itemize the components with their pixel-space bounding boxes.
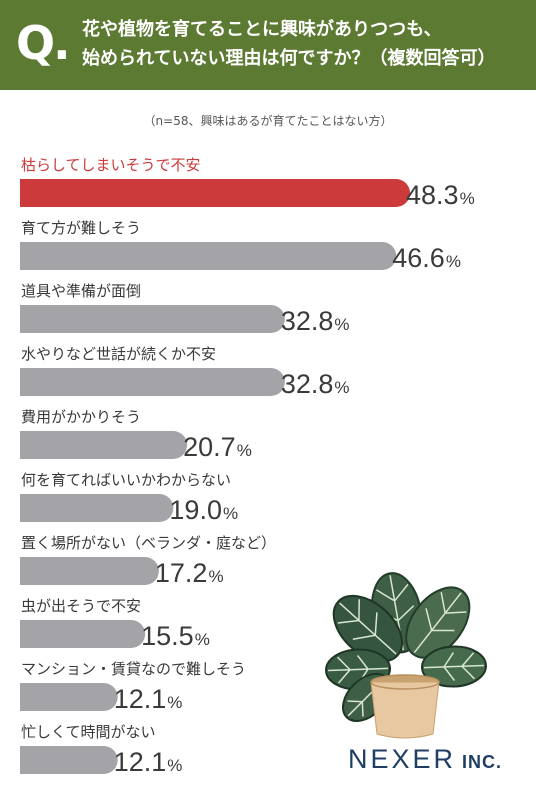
value-number: 15.5 <box>141 621 194 651</box>
bar <box>20 179 410 207</box>
question-mark: Q. <box>16 16 71 70</box>
value-unit: % <box>334 315 349 334</box>
value-number: 20.7 <box>183 432 236 462</box>
value-number: 17.2 <box>155 558 208 588</box>
value-unit: % <box>237 441 252 460</box>
bar <box>20 620 146 648</box>
question-text-line2: 始められていない理由は何ですか？（複数回答可） <box>82 48 496 69</box>
value-number: 32.8 <box>281 306 334 336</box>
category-label: 費用がかかりそう <box>21 408 141 426</box>
value-unit: % <box>167 756 182 775</box>
category-label: 育て方が難しそう <box>21 219 141 237</box>
value-label: 17.2% <box>155 558 224 588</box>
value-label: 46.6% <box>392 243 461 273</box>
category-label: 忙しくて時間がない <box>21 723 156 741</box>
value-label: 19.0% <box>169 495 238 525</box>
value-unit: % <box>334 378 349 397</box>
bar <box>20 305 285 333</box>
category-label: マンション・賃貸なので難しそう <box>21 660 246 678</box>
value-label: 20.7% <box>183 432 252 462</box>
potted-plant-illustration <box>325 572 487 739</box>
nexer-logo: NEXER INC. <box>348 744 503 774</box>
value-label: 48.3% <box>406 180 475 210</box>
bar <box>20 368 285 396</box>
value-number: 46.6 <box>392 243 445 273</box>
bars-layer: 枯らしてしまいそうで不安 48.3% 育て方が難しそう 46.6% 道具や準備が面倒 32… <box>20 156 475 777</box>
value-unit: % <box>223 504 238 523</box>
bar <box>20 557 159 585</box>
sample-note: （n=58、興味はあるが育てたことはない方） <box>143 114 393 128</box>
value-label: 32.8% <box>281 369 350 399</box>
bar <box>20 746 118 774</box>
value-number: 12.1 <box>114 684 167 714</box>
value-number: 12.1 <box>114 747 167 777</box>
category-label: 虫が出そうで不安 <box>21 597 141 615</box>
question-text-line1: 花や植物を育てることに興味がありつつも、 <box>82 19 442 40</box>
value-unit: % <box>446 252 461 271</box>
category-label: 水やりなど世話が続くか不安 <box>21 345 216 363</box>
category-label: 道具や準備が面倒 <box>21 282 141 300</box>
value-unit: % <box>460 189 475 208</box>
bar <box>20 431 188 459</box>
value-label: 15.5% <box>141 621 210 651</box>
value-label: 12.1% <box>114 684 183 714</box>
question-header: Q. 花や植物を育てることに興味がありつつも、 始められていない理由は何ですか？… <box>0 0 536 90</box>
category-label: 枯らしてしまいそうで不安 <box>21 156 201 174</box>
category-label: 置く場所がない（ベランダ・庭など） <box>21 534 276 552</box>
value-number: 48.3 <box>406 180 459 210</box>
value-unit: % <box>195 630 210 649</box>
value-number: 32.8 <box>281 369 334 399</box>
value-label: 12.1% <box>114 747 183 777</box>
bar <box>20 683 118 711</box>
value-number: 19.0 <box>169 495 222 525</box>
bar <box>20 494 174 522</box>
bar <box>20 242 397 270</box>
category-label: 何を育てればいいかわからない <box>21 471 231 489</box>
value-unit: % <box>167 693 182 712</box>
value-unit: % <box>208 567 223 586</box>
value-label: 32.8% <box>281 306 350 336</box>
